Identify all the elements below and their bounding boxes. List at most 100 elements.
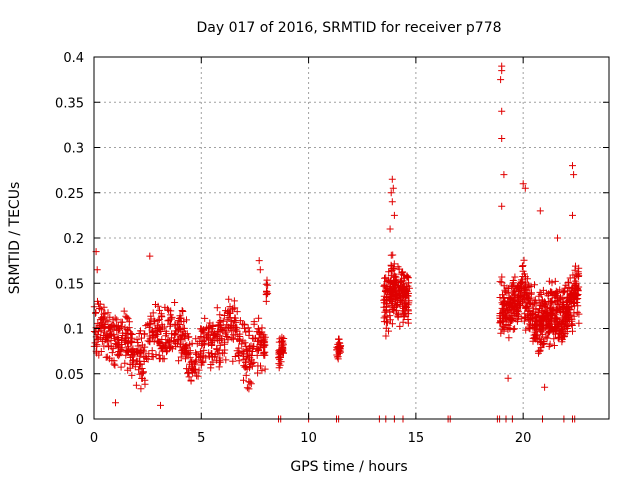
data-point	[214, 350, 222, 358]
data-point	[572, 279, 580, 287]
data-point	[496, 319, 504, 327]
data-point	[246, 378, 254, 386]
data-point	[228, 334, 236, 342]
data-point	[539, 286, 547, 294]
data-point	[241, 324, 248, 332]
data-point	[117, 363, 125, 371]
data-point	[110, 323, 118, 331]
data-point	[135, 366, 143, 374]
data-point	[199, 352, 207, 360]
data-point	[530, 296, 538, 304]
data-point	[201, 314, 209, 322]
data-point	[226, 314, 234, 322]
data-point	[91, 339, 99, 347]
data-point	[183, 365, 191, 373]
data-point	[531, 330, 539, 338]
data-point	[522, 313, 530, 321]
data-point	[217, 326, 225, 333]
data-point	[127, 338, 135, 346]
data-point	[115, 352, 123, 360]
data-point	[386, 312, 394, 320]
data-point	[545, 290, 553, 298]
data-point	[382, 332, 390, 340]
data-point	[142, 352, 150, 360]
data-point	[207, 350, 215, 357]
data-point	[519, 180, 527, 188]
x-tick-label: 10	[300, 431, 317, 446]
data-point	[380, 318, 388, 326]
data-point	[390, 280, 398, 287]
data-point	[388, 320, 396, 328]
data-point	[537, 344, 545, 352]
data-point	[240, 376, 247, 384]
data-point	[132, 381, 140, 389]
data-point	[152, 301, 159, 308]
data-point	[199, 358, 207, 366]
data-point	[110, 332, 118, 340]
data-point	[236, 333, 244, 340]
data-points	[90, 62, 583, 423]
data-point	[387, 251, 395, 259]
data-point	[186, 353, 194, 361]
data-point	[550, 327, 558, 335]
data-point	[256, 266, 264, 274]
data-point	[560, 288, 568, 296]
data-point	[121, 359, 129, 367]
data-point	[152, 351, 160, 359]
data-point	[498, 325, 506, 333]
x-axis-label: GPS time / hours	[290, 459, 407, 475]
data-point	[522, 326, 530, 334]
data-point	[95, 300, 102, 308]
data-point	[497, 76, 505, 84]
data-point	[183, 341, 191, 349]
data-point	[263, 276, 271, 284]
data-point	[111, 361, 119, 369]
data-point	[250, 320, 258, 328]
data-point	[404, 319, 412, 327]
data-point	[95, 351, 103, 359]
data-point	[569, 162, 576, 170]
data-point	[541, 298, 549, 306]
data-point	[561, 305, 569, 313]
data-point	[213, 345, 221, 353]
data-point	[561, 314, 569, 322]
data-point	[386, 296, 393, 304]
data-point	[213, 356, 221, 364]
data-point	[568, 320, 575, 328]
data-point	[392, 275, 400, 283]
data-point	[514, 294, 522, 302]
data-point	[394, 313, 402, 321]
data-point	[137, 348, 145, 356]
data-point	[100, 323, 108, 331]
data-point	[509, 279, 517, 287]
data-point	[390, 270, 398, 278]
data-point	[122, 329, 130, 337]
data-point	[262, 280, 270, 288]
data-point	[255, 257, 263, 265]
data-point	[262, 297, 270, 305]
data-point	[146, 252, 154, 260]
data-point	[511, 273, 519, 281]
data-point	[118, 344, 126, 352]
data-point	[207, 364, 215, 372]
data-point	[536, 316, 544, 324]
data-point	[112, 399, 119, 407]
data-point	[504, 324, 512, 332]
data-point	[575, 310, 583, 318]
data-point	[145, 337, 153, 345]
data-point	[546, 340, 554, 348]
data-point	[167, 307, 175, 315]
data-point	[209, 358, 217, 366]
data-point	[498, 107, 506, 115]
data-point	[124, 366, 132, 374]
data-point	[382, 324, 390, 332]
x-tick-label: 0	[90, 431, 98, 446]
data-point	[225, 295, 233, 303]
data-point	[529, 304, 537, 312]
data-point	[241, 363, 249, 371]
data-point	[264, 281, 272, 289]
data-point	[498, 202, 506, 210]
data-point	[536, 207, 544, 215]
data-point	[386, 225, 394, 233]
plot-frame	[93, 56, 610, 420]
